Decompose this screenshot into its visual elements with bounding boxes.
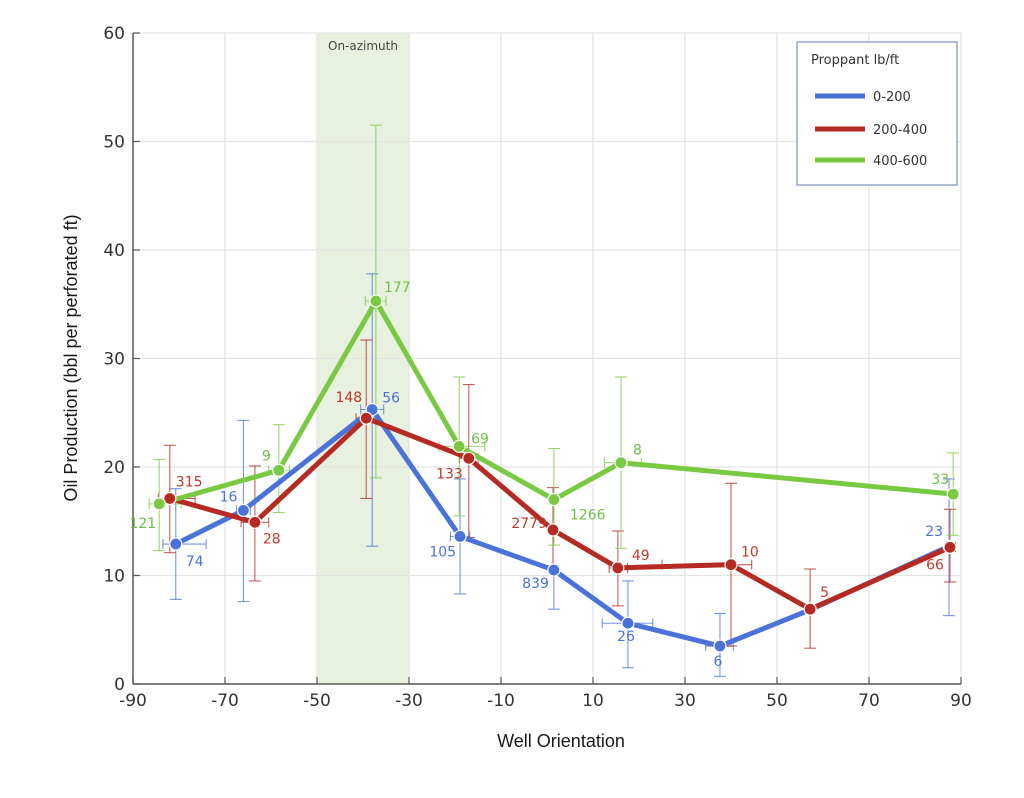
data-label: 28 bbox=[263, 531, 281, 547]
x-tick-label: 90 bbox=[950, 691, 972, 711]
data-point bbox=[724, 558, 738, 572]
data-label: 6 bbox=[713, 654, 722, 670]
data-label: 16 bbox=[220, 489, 238, 505]
data-point bbox=[248, 515, 262, 529]
axes: -90 -70 -50 -30 -10 10 30 50 70 90 0 10 20 30 40 50 60 bbox=[103, 24, 971, 711]
legend: Proppant lb/ft 0-200 200-400 400-600 bbox=[796, 41, 958, 186]
y-tick-label: 20 bbox=[103, 458, 125, 478]
data-label: 56 bbox=[382, 390, 400, 406]
data-label: 49 bbox=[632, 548, 650, 564]
x-tick-label: -70 bbox=[211, 691, 239, 711]
error-bars bbox=[148, 124, 960, 677]
data-point bbox=[946, 487, 960, 501]
data-label: 105 bbox=[429, 544, 456, 560]
data-label: 26 bbox=[617, 629, 635, 645]
x-tick-label: -90 bbox=[119, 691, 147, 711]
data-point bbox=[452, 439, 466, 453]
x-tick-label: 50 bbox=[766, 691, 788, 711]
x-tick-label: 30 bbox=[674, 691, 696, 711]
data-point bbox=[163, 491, 177, 506]
data-label: 66 bbox=[926, 557, 944, 573]
x-axis-title: Well Orientation bbox=[497, 731, 625, 751]
data-label: 133 bbox=[436, 466, 463, 482]
x-tick-label: -10 bbox=[487, 691, 515, 711]
data-label: 148 bbox=[335, 390, 362, 406]
grid-lines bbox=[133, 32, 962, 684]
data-point bbox=[546, 523, 560, 537]
legend-label-0-200: 0-200 bbox=[873, 90, 911, 105]
data-point bbox=[462, 451, 476, 465]
data-label: 121 bbox=[129, 516, 156, 532]
data-point bbox=[359, 411, 373, 425]
data-label: 23 bbox=[925, 524, 943, 540]
data-point bbox=[803, 602, 817, 616]
data-label: 10 bbox=[741, 545, 759, 561]
legend-title: Proppant lb/ft bbox=[811, 53, 899, 68]
data-point bbox=[614, 456, 628, 470]
y-tick-label: 60 bbox=[103, 24, 125, 44]
y-axis-title: Oil Production (bbl per perforated ft) bbox=[61, 214, 81, 501]
data-point bbox=[547, 492, 561, 507]
data-point bbox=[169, 537, 183, 551]
data-point bbox=[272, 463, 286, 477]
y-tick-label: 30 bbox=[103, 350, 125, 370]
data-label: 33 bbox=[931, 472, 949, 488]
data-point bbox=[621, 616, 635, 630]
x-tick-label: -50 bbox=[303, 691, 331, 711]
x-tick-label: 70 bbox=[858, 691, 880, 711]
series-line-200-400 bbox=[167, 415, 953, 612]
x-tick-label: -30 bbox=[395, 691, 423, 711]
data-point bbox=[369, 294, 383, 308]
data-label: 2779 bbox=[511, 516, 547, 532]
data-point bbox=[611, 561, 625, 575]
on-azimuth-label: On-azimuth bbox=[328, 39, 398, 53]
data-label: 74 bbox=[186, 554, 204, 570]
data-point bbox=[547, 563, 561, 577]
y-tick-label: 40 bbox=[103, 241, 125, 261]
data-label: 177 bbox=[384, 280, 411, 296]
legend-label-200-400: 200-400 bbox=[873, 123, 927, 138]
y-tick-label: 50 bbox=[103, 133, 125, 153]
x-tick-label: 10 bbox=[582, 691, 604, 711]
data-point bbox=[152, 497, 166, 511]
data-label: 9 bbox=[262, 448, 271, 464]
series-points bbox=[152, 294, 960, 653]
data-point bbox=[713, 639, 727, 653]
data-point bbox=[453, 529, 467, 544]
data-label: 8 bbox=[633, 443, 642, 459]
y-tick-label: 10 bbox=[103, 567, 125, 587]
data-label: 839 bbox=[522, 576, 549, 592]
data-label: 315 bbox=[176, 474, 203, 490]
data-label: 69 bbox=[471, 431, 489, 447]
y-tick-label: 0 bbox=[114, 675, 125, 695]
data-point bbox=[943, 540, 957, 554]
legend-label-400-600: 400-600 bbox=[873, 154, 927, 169]
data-label: 5 bbox=[820, 585, 829, 601]
data-label: 1266 bbox=[570, 508, 606, 524]
data-point bbox=[236, 503, 250, 517]
